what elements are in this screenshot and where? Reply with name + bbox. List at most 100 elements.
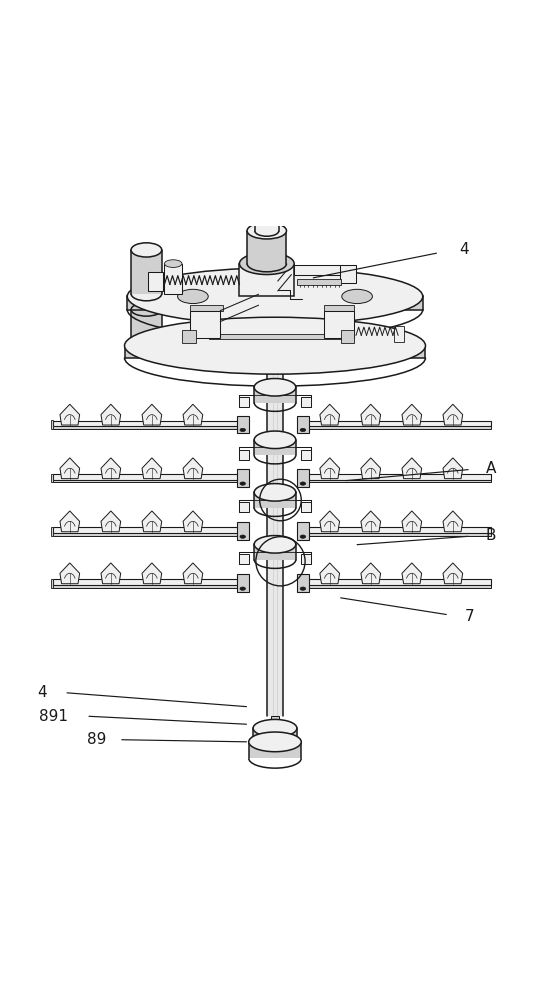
Polygon shape (402, 511, 422, 532)
Bar (297, 574, 309, 592)
Bar (305, 420, 308, 429)
Polygon shape (127, 296, 423, 310)
Polygon shape (101, 563, 120, 584)
Bar (190, 305, 223, 311)
Ellipse shape (240, 428, 245, 432)
Text: 4: 4 (37, 685, 47, 700)
Bar (308, 579, 491, 585)
Bar (239, 264, 294, 296)
Polygon shape (247, 231, 287, 264)
Polygon shape (60, 563, 80, 584)
Polygon shape (101, 404, 120, 425)
Bar (210, 334, 340, 339)
Bar (301, 554, 311, 564)
Bar (239, 502, 249, 512)
Text: 4: 4 (459, 242, 469, 257)
Bar (297, 522, 309, 540)
Bar (236, 469, 249, 487)
Polygon shape (308, 426, 491, 429)
Ellipse shape (247, 223, 287, 239)
Polygon shape (53, 533, 242, 536)
Bar (297, 469, 309, 487)
Polygon shape (320, 563, 339, 584)
Polygon shape (443, 511, 463, 532)
Bar (297, 416, 309, 433)
Bar (308, 421, 491, 426)
Bar (164, 264, 182, 294)
Polygon shape (101, 458, 120, 479)
Text: 891: 891 (39, 709, 68, 724)
Bar (305, 579, 308, 588)
Bar (51, 579, 53, 588)
Polygon shape (131, 250, 162, 294)
Polygon shape (361, 511, 381, 532)
Polygon shape (131, 310, 162, 346)
Bar (301, 397, 311, 407)
Bar (182, 330, 196, 343)
Bar (308, 527, 491, 533)
Bar (236, 522, 249, 540)
Text: 89: 89 (87, 732, 107, 747)
Polygon shape (443, 563, 463, 584)
Bar (53, 421, 242, 426)
Polygon shape (320, 404, 339, 425)
Bar (239, 450, 249, 460)
Bar (301, 450, 311, 460)
Bar (271, 716, 279, 728)
Ellipse shape (240, 587, 245, 590)
Polygon shape (183, 511, 203, 532)
Ellipse shape (254, 379, 296, 396)
Polygon shape (60, 511, 80, 532)
Ellipse shape (254, 536, 296, 553)
Polygon shape (101, 511, 120, 532)
Bar (254, 387, 296, 403)
Polygon shape (443, 458, 463, 479)
Polygon shape (402, 563, 422, 584)
Ellipse shape (240, 482, 245, 485)
Polygon shape (60, 404, 80, 425)
Ellipse shape (127, 268, 423, 325)
Bar (254, 544, 296, 560)
Bar (297, 279, 340, 285)
Polygon shape (308, 585, 491, 588)
Polygon shape (60, 458, 80, 479)
Bar (340, 330, 354, 343)
Polygon shape (361, 563, 381, 584)
Text: 7: 7 (464, 609, 474, 624)
Ellipse shape (255, 212, 279, 223)
Bar (190, 311, 221, 338)
Bar (51, 420, 53, 429)
Bar (236, 416, 249, 433)
Polygon shape (402, 404, 422, 425)
Polygon shape (249, 742, 301, 758)
Bar (267, 306, 283, 716)
Bar (53, 527, 242, 533)
Bar (53, 474, 242, 480)
Ellipse shape (342, 289, 372, 304)
Polygon shape (53, 426, 242, 429)
Polygon shape (320, 458, 339, 479)
Bar (148, 272, 163, 291)
Ellipse shape (131, 243, 162, 257)
Ellipse shape (124, 317, 426, 374)
Polygon shape (361, 458, 381, 479)
Polygon shape (253, 728, 297, 742)
Bar (339, 265, 356, 283)
Polygon shape (142, 563, 162, 584)
Polygon shape (308, 480, 491, 482)
Polygon shape (308, 533, 491, 536)
Polygon shape (142, 511, 162, 532)
Bar (324, 305, 354, 311)
Ellipse shape (249, 732, 301, 752)
Bar (305, 474, 308, 482)
Bar (53, 579, 242, 585)
Polygon shape (124, 346, 426, 358)
Ellipse shape (254, 484, 296, 501)
Bar (294, 265, 343, 275)
Bar (254, 440, 296, 455)
Text: A: A (486, 461, 496, 476)
Bar (394, 326, 404, 342)
Polygon shape (53, 480, 242, 482)
Polygon shape (320, 511, 339, 532)
Polygon shape (443, 404, 463, 425)
